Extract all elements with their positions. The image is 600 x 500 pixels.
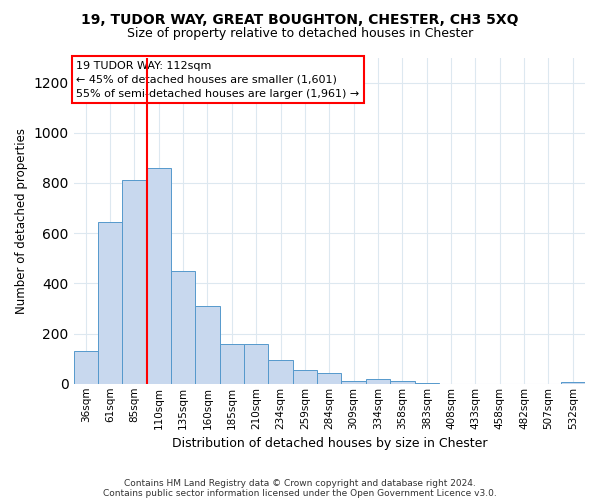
Bar: [74, 351, 98, 384]
Bar: [415, 382, 439, 384]
Bar: [244, 344, 268, 384]
Bar: [98, 222, 122, 384]
Bar: [146, 168, 171, 384]
Text: 19 TUDOR WAY: 112sqm
← 45% of detached houses are smaller (1,601)
55% of semi-de: 19 TUDOR WAY: 112sqm ← 45% of detached h…: [76, 61, 359, 99]
Bar: [341, 380, 366, 384]
Text: 19, TUDOR WAY, GREAT BOUGHTON, CHESTER, CH3 5XQ: 19, TUDOR WAY, GREAT BOUGHTON, CHESTER, …: [81, 12, 519, 26]
Bar: [122, 180, 146, 384]
Bar: [220, 344, 244, 384]
Bar: [196, 306, 220, 384]
Bar: [293, 370, 317, 384]
Bar: [171, 272, 196, 384]
Bar: [390, 380, 415, 384]
Text: Contains public sector information licensed under the Open Government Licence v3: Contains public sector information licen…: [103, 488, 497, 498]
Bar: [366, 379, 390, 384]
Text: Contains HM Land Registry data © Crown copyright and database right 2024.: Contains HM Land Registry data © Crown c…: [124, 478, 476, 488]
Bar: [560, 382, 585, 384]
Text: Size of property relative to detached houses in Chester: Size of property relative to detached ho…: [127, 28, 473, 40]
Y-axis label: Number of detached properties: Number of detached properties: [15, 128, 28, 314]
X-axis label: Distribution of detached houses by size in Chester: Distribution of detached houses by size …: [172, 437, 487, 450]
Bar: [268, 360, 293, 384]
Bar: [317, 373, 341, 384]
